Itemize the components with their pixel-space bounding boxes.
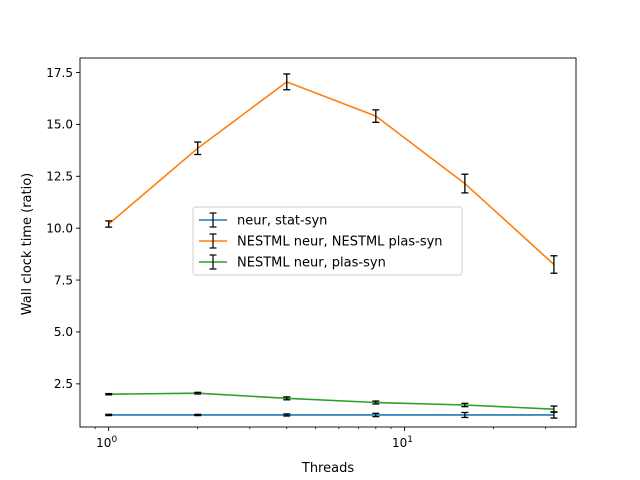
error-bar (283, 396, 291, 401)
x-axis-label: Threads (301, 461, 354, 476)
plot-area (79, 57, 577, 428)
error-bar (372, 412, 380, 418)
error-bar (283, 73, 291, 91)
error-bar (461, 402, 469, 408)
legend-label: NESTML neur, plas-syn (237, 256, 386, 271)
y-tick-label: 15.0 (46, 118, 73, 132)
y-tick-label: 17.5 (46, 66, 73, 80)
series-line-1 (108, 80, 555, 266)
error-bar (372, 400, 380, 405)
error-bar (550, 255, 558, 274)
legend-label: NESTML neur, NESTML plas-syn (237, 235, 443, 250)
y-tick-label: 10.0 (46, 221, 73, 235)
legend: neur, stat-syn NESTML neur, NESTML plas-s… (192, 206, 463, 276)
axes-frame (79, 57, 577, 428)
axis-ticks: 2.5 5.0 7.5 10.0 12.5 15.0 17.5 100 101 (46, 66, 546, 450)
error-bar (194, 391, 202, 395)
error-bar (194, 413, 202, 417)
legend-item-2: NESTML neur, plas-syn (199, 254, 386, 271)
error-bar (461, 411, 469, 419)
error-bar (105, 220, 113, 228)
error-bar (194, 141, 202, 156)
y-tick-label: 12.5 (46, 170, 73, 184)
legend-item-0: neur, stat-syn (199, 212, 327, 229)
legend-box (192, 206, 463, 276)
series-line-2 (108, 392, 554, 410)
legend-label: neur, stat-syn (237, 214, 327, 229)
error-bar (461, 173, 469, 194)
error-bar (105, 413, 113, 417)
error-bar (372, 109, 380, 123)
y-axis-label: Wall clock time (ratio) (20, 173, 35, 316)
error-bar (283, 413, 291, 417)
legend-item-1: NESTML neur, NESTML plas-syn (199, 233, 443, 250)
x-tick-label: 100 (96, 435, 117, 450)
error-bar (550, 405, 558, 413)
y-tick-label: 2.5 (54, 377, 73, 391)
y-tick-label: 5.0 (54, 325, 73, 339)
error-bar (105, 392, 113, 396)
y-tick-label: 7.5 (54, 273, 73, 287)
x-tick-label: 101 (392, 435, 413, 450)
